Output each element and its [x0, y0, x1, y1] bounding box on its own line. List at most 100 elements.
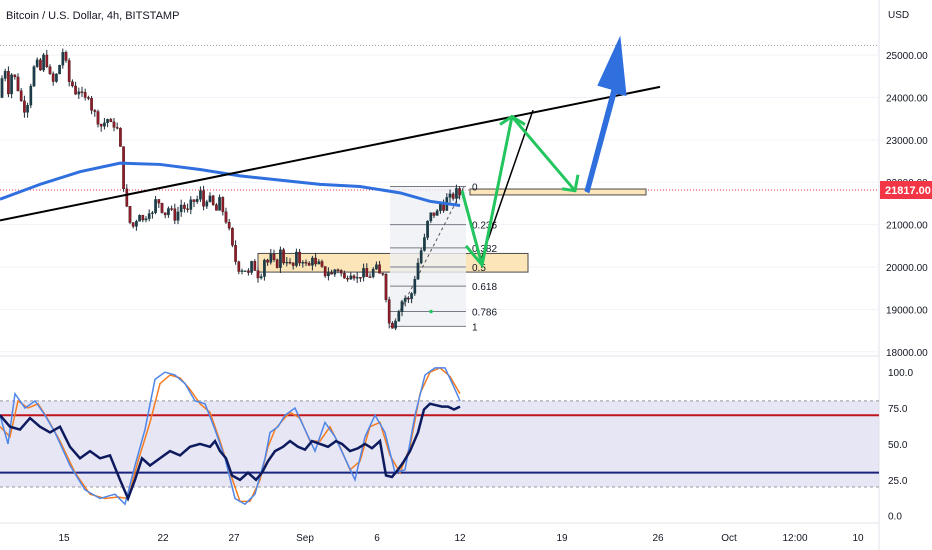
candle-body — [355, 277, 359, 279]
candle-body — [231, 228, 234, 246]
time-axis[interactable]: 15 22 27 Sep 6 12 19 26 Oct 12:00 10 — [58, 533, 864, 544]
drawings-layer[interactable] — [0, 0, 661, 314]
candle-body — [71, 81, 74, 87]
candle-body — [199, 190, 202, 200]
candle-body — [170, 208, 173, 210]
fib-diagonal — [391, 186, 465, 327]
candle-body — [147, 213, 151, 219]
candle-body — [352, 275, 356, 279]
candle-body — [173, 208, 177, 221]
projection-arrow-blue — [584, 35, 627, 194]
candle-body — [394, 320, 397, 329]
candle-body — [307, 263, 311, 266]
supply-zone — [469, 188, 647, 196]
candle-body — [304, 262, 308, 264]
candle-body — [403, 298, 407, 302]
candle-body — [141, 215, 145, 221]
candle-body — [439, 203, 442, 211]
candle-body — [429, 212, 433, 222]
candle-body — [90, 98, 93, 111]
candle-body — [77, 91, 81, 95]
fib-level-label: 0.5 — [472, 263, 486, 274]
candle-body — [387, 299, 391, 324]
candle-body — [426, 220, 429, 238]
candle-body — [285, 261, 289, 264]
candle-body — [253, 261, 257, 271]
candle-body — [157, 199, 161, 204]
candle-body — [362, 268, 365, 278]
candle-body — [458, 188, 461, 196]
candle-body — [205, 201, 209, 207]
candle-body — [227, 222, 231, 229]
candle-body — [272, 254, 276, 260]
candle-body — [224, 211, 228, 223]
time-tick-label: Oct — [721, 533, 737, 544]
candle-body — [240, 270, 244, 272]
candle-body — [391, 322, 394, 329]
candle-body — [413, 279, 417, 294]
time-tick-label: 19 — [556, 533, 568, 544]
trendline-lower — [0, 85, 661, 222]
candle-body — [96, 111, 100, 125]
candle-body — [314, 257, 317, 265]
candle-body — [400, 301, 404, 312]
candle-body — [131, 222, 135, 227]
candle-body — [192, 199, 196, 202]
candle-body — [234, 245, 237, 262]
candle-body — [160, 202, 164, 213]
moving-average-layer — [0, 161, 461, 208]
candle-body — [259, 276, 263, 279]
candle-body — [221, 197, 225, 212]
candle-body — [323, 266, 327, 277]
candle-body — [298, 251, 301, 264]
candle-body — [247, 270, 250, 273]
candle-body — [288, 261, 292, 264]
fib-level-label: 1 — [472, 322, 478, 333]
candle-body — [263, 259, 266, 277]
candle-body — [32, 66, 36, 87]
candle-body — [106, 119, 109, 123]
candle-body — [346, 278, 349, 280]
candle-body — [26, 104, 29, 113]
candle-body — [381, 273, 385, 275]
candle-body — [83, 92, 87, 98]
candle-body — [80, 91, 84, 93]
green-arrowhead-dip — [464, 244, 488, 269]
candlestick-series — [0, 48, 465, 331]
price-tick-label: 24000.00 — [886, 93, 928, 104]
candle-body — [189, 199, 193, 210]
stoch-tick-label: 100.0 — [888, 368, 913, 379]
time-tick-label: 26 — [652, 533, 664, 544]
candle-body — [301, 262, 305, 264]
candle-body — [19, 90, 23, 102]
candle-body — [218, 197, 221, 211]
candle-body — [336, 269, 340, 271]
price-tick-label: 18000.00 — [886, 348, 928, 359]
time-tick-label: 15 — [58, 533, 70, 544]
candle-body — [266, 259, 269, 263]
candle-body — [282, 249, 285, 264]
candle-body — [151, 212, 154, 214]
candle-body — [45, 54, 49, 67]
candle-body — [119, 128, 122, 147]
fib-level-label: 0.618 — [472, 282, 497, 293]
price-tick-label: 20000.00 — [886, 263, 928, 274]
rsi-line — [0, 402, 461, 502]
time-tick-label: 22 — [157, 533, 169, 544]
current-price-badge — [880, 180, 932, 199]
candle-body — [3, 71, 7, 79]
candle-body — [138, 215, 141, 222]
candle-body — [279, 249, 282, 268]
candle-body — [122, 146, 125, 190]
stoch-tick-label: 0.0 — [888, 512, 902, 523]
candle-body — [397, 311, 401, 322]
stoch-k-line — [0, 367, 461, 506]
candle-body — [186, 208, 189, 210]
candle-body — [295, 251, 298, 266]
candle-body — [330, 272, 333, 275]
candle-body — [167, 208, 170, 216]
stoch-rsi-pane[interactable] — [0, 366, 879, 506]
candle-body — [256, 270, 260, 279]
time-tick-label: 6 — [374, 533, 380, 544]
